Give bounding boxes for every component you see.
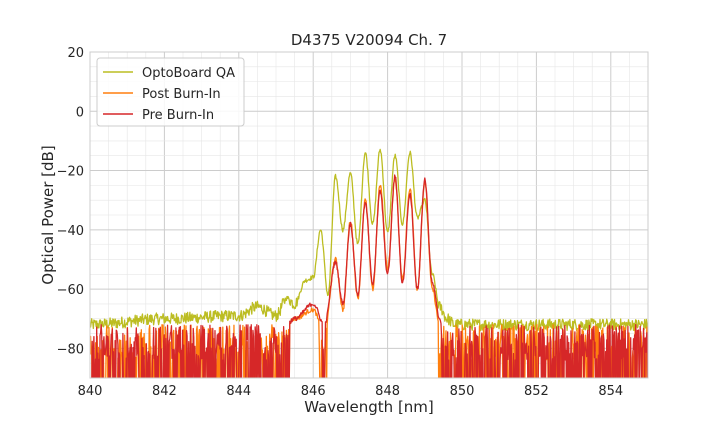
- legend-label: Post Burn-In: [142, 87, 221, 102]
- y-tick-label: −80: [57, 342, 84, 357]
- legend-label: Pre Burn-In: [142, 108, 214, 123]
- series-layer: [90, 148, 648, 378]
- legend-box: [96, 57, 245, 127]
- y-axis-label: Optical Power [dB]: [39, 145, 57, 284]
- y-tick-label: 20: [67, 46, 84, 61]
- y-tick-labels: 20 0 −20 −40 −60 −80: [57, 46, 84, 357]
- x-tick-label: 846: [301, 384, 326, 399]
- legend-label: OptoBoard QA: [142, 66, 235, 81]
- y-tick-label: −20: [57, 165, 84, 180]
- x-tick-label: 840: [78, 384, 103, 399]
- legend: OptoBoard QA Post Burn-In Pre Burn-In: [96, 57, 245, 127]
- chart-title: D4375 V20094 Ch. 7: [291, 31, 447, 49]
- x-tick-label: 850: [450, 384, 475, 399]
- y-tick-label: 0: [76, 105, 84, 120]
- plot-frame: [89, 51, 649, 379]
- y-tick-label: −60: [57, 283, 84, 298]
- series-line-optoboard-qa: [90, 148, 648, 332]
- x-axis-label: Wavelength [nm]: [304, 398, 434, 416]
- series-line-pre-burn-in: [91, 174, 648, 378]
- x-tick-label: 848: [375, 384, 400, 399]
- x-tick-labels: 840 842 844 846 848 850 852 854: [78, 384, 624, 399]
- x-tick-label: 854: [598, 384, 623, 399]
- x-tick-label: 852: [524, 384, 549, 399]
- y-tick-label: −40: [57, 224, 84, 239]
- x-tick-label: 844: [226, 384, 251, 399]
- x-tick-label: 842: [152, 384, 177, 399]
